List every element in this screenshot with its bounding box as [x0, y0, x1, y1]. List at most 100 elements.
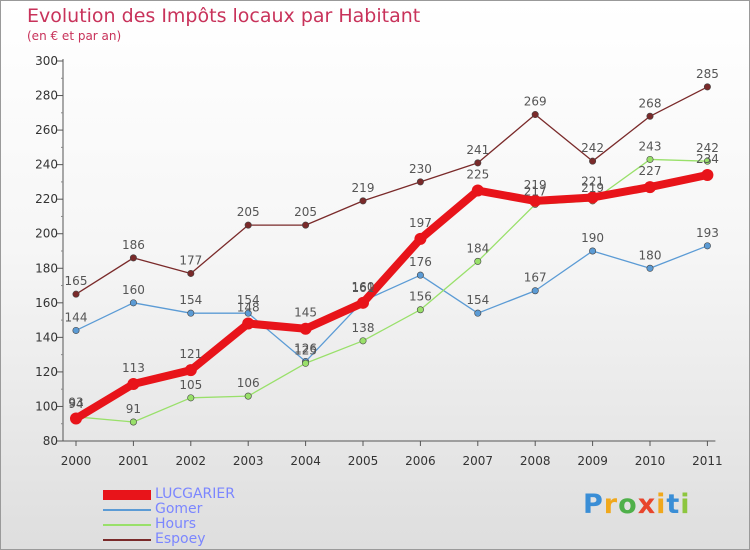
data-point-hours — [244, 392, 252, 400]
series-line-gomer — [75, 245, 709, 363]
series-line-espoey — [75, 86, 709, 295]
data-point-hours — [474, 257, 482, 265]
data-point-espoey — [589, 157, 597, 165]
data-point-gomer — [474, 309, 482, 317]
data-point-lucgarier — [127, 378, 140, 390]
x-tick-label: 2006 — [405, 454, 436, 468]
x-tick-label: 2005 — [348, 454, 379, 468]
x-tick-label: 2001 — [118, 454, 149, 468]
data-point-lucgarier — [299, 322, 312, 335]
data-point-gomer — [646, 264, 654, 272]
data-point-lucgarier — [184, 364, 197, 377]
data-label-hours: 91 — [126, 402, 141, 416]
legend-item-hours: Hours — [103, 516, 303, 532]
data-label-lucgarier: 225 — [466, 168, 489, 182]
series-line-hours — [75, 158, 709, 423]
data-label-espoey: 186 — [122, 238, 145, 252]
x-tick-label: 2008 — [520, 454, 551, 468]
data-point-gomer — [416, 271, 424, 279]
data-label-lucgarier: 227 — [639, 164, 662, 178]
data-point-hours — [416, 306, 424, 314]
data-point-espoey — [531, 111, 539, 119]
y-tick-label: 140 — [35, 330, 58, 344]
data-point-hours — [187, 394, 195, 402]
data-point-espoey — [244, 221, 252, 229]
data-label-lucgarier: 145 — [294, 306, 317, 320]
logo-letter: i — [656, 489, 667, 520]
data-label-gomer: 190 — [581, 231, 604, 245]
data-label-lucgarier: 160 — [352, 280, 375, 294]
data-point-gomer — [244, 309, 252, 317]
data-label-hours: 243 — [639, 139, 662, 153]
logo-letter: r — [603, 489, 619, 520]
data-label-lucgarier: 221 — [581, 174, 604, 188]
data-point-lucgarier — [357, 296, 369, 309]
legend-swatch-gomer — [103, 509, 151, 511]
data-label-gomer: 176 — [409, 255, 432, 269]
x-tick-label: 2007 — [463, 454, 494, 468]
y-tick-label: 220 — [35, 192, 58, 206]
logo-letter: i — [680, 489, 691, 520]
data-point-hours — [703, 157, 711, 165]
y-tick-label: 160 — [35, 296, 58, 310]
data-label-gomer: 193 — [696, 226, 719, 240]
x-tick-label: 2000 — [61, 454, 92, 468]
data-point-gomer — [531, 287, 539, 295]
data-label-hours: 217 — [524, 184, 547, 198]
legend-label-gomer: Gomer — [155, 501, 203, 517]
data-point-lucgarier — [471, 184, 484, 197]
data-point-hours — [646, 155, 654, 163]
data-label-espoey: 165 — [65, 274, 88, 288]
data-point-espoey — [416, 178, 424, 186]
data-label-hours: 219 — [581, 181, 604, 195]
data-point-hours — [129, 418, 137, 426]
data-point-lucgarier — [242, 317, 255, 330]
logo-letter: o — [618, 489, 638, 520]
y-tick-label: 280 — [35, 89, 58, 103]
logo-letter: x — [637, 489, 657, 520]
x-tick-label: 2003 — [233, 454, 264, 468]
logo-letter: t — [666, 489, 681, 520]
chart-title: Evolution des Impôts locaux par Habitant — [27, 5, 421, 27]
data-label-lucgarier: 197 — [409, 216, 432, 230]
data-label-hours: 242 — [696, 141, 719, 155]
legend-label-lucgarier: LUCGARIER — [155, 486, 235, 502]
proxiti-logo: Proxiti — [583, 489, 691, 520]
y-tick-label: 260 — [35, 123, 58, 137]
data-label-espoey: 268 — [639, 96, 662, 110]
legend-swatch-lucgarier — [103, 490, 151, 500]
data-point-gomer — [589, 247, 597, 255]
legend-label-espoey: Espoey — [155, 531, 206, 547]
data-label-espoey: 285 — [696, 67, 719, 81]
logo-letter: P — [583, 489, 604, 520]
data-label-hours: 106 — [237, 376, 260, 390]
data-label-gomer: 126 — [294, 342, 317, 356]
data-point-espoey — [302, 221, 310, 229]
data-label-lucgarier: 148 — [237, 301, 260, 315]
chart-subtitle: (en € et par an) — [27, 29, 122, 43]
data-label-gomer: 154 — [179, 293, 202, 307]
y-tick-label: 100 — [35, 399, 58, 413]
data-label-hours: 156 — [409, 290, 432, 304]
data-point-lucgarier — [644, 181, 656, 194]
data-label-hours: 105 — [179, 378, 202, 392]
data-point-gomer — [187, 309, 195, 317]
data-point-espoey — [129, 254, 137, 262]
data-label-gomer: 161 — [352, 281, 375, 295]
legend-swatch-espoey — [103, 539, 151, 541]
data-point-espoey — [359, 197, 367, 205]
data-label-espoey: 269 — [524, 95, 547, 109]
data-label-gomer: 160 — [122, 283, 145, 297]
y-tick-label: 200 — [35, 227, 58, 241]
data-point-espoey — [474, 159, 482, 167]
y-tick-label: 80 — [43, 434, 58, 448]
data-point-lucgarier — [70, 412, 82, 425]
data-label-gomer: 180 — [639, 248, 662, 262]
x-tick-label: 2009 — [577, 454, 608, 468]
data-point-lucgarier — [701, 169, 714, 181]
data-label-espoey: 241 — [466, 143, 489, 157]
data-label-espoey: 230 — [409, 162, 432, 176]
data-point-lucgarier — [414, 232, 427, 245]
x-tick-label: 2011 — [692, 454, 723, 468]
